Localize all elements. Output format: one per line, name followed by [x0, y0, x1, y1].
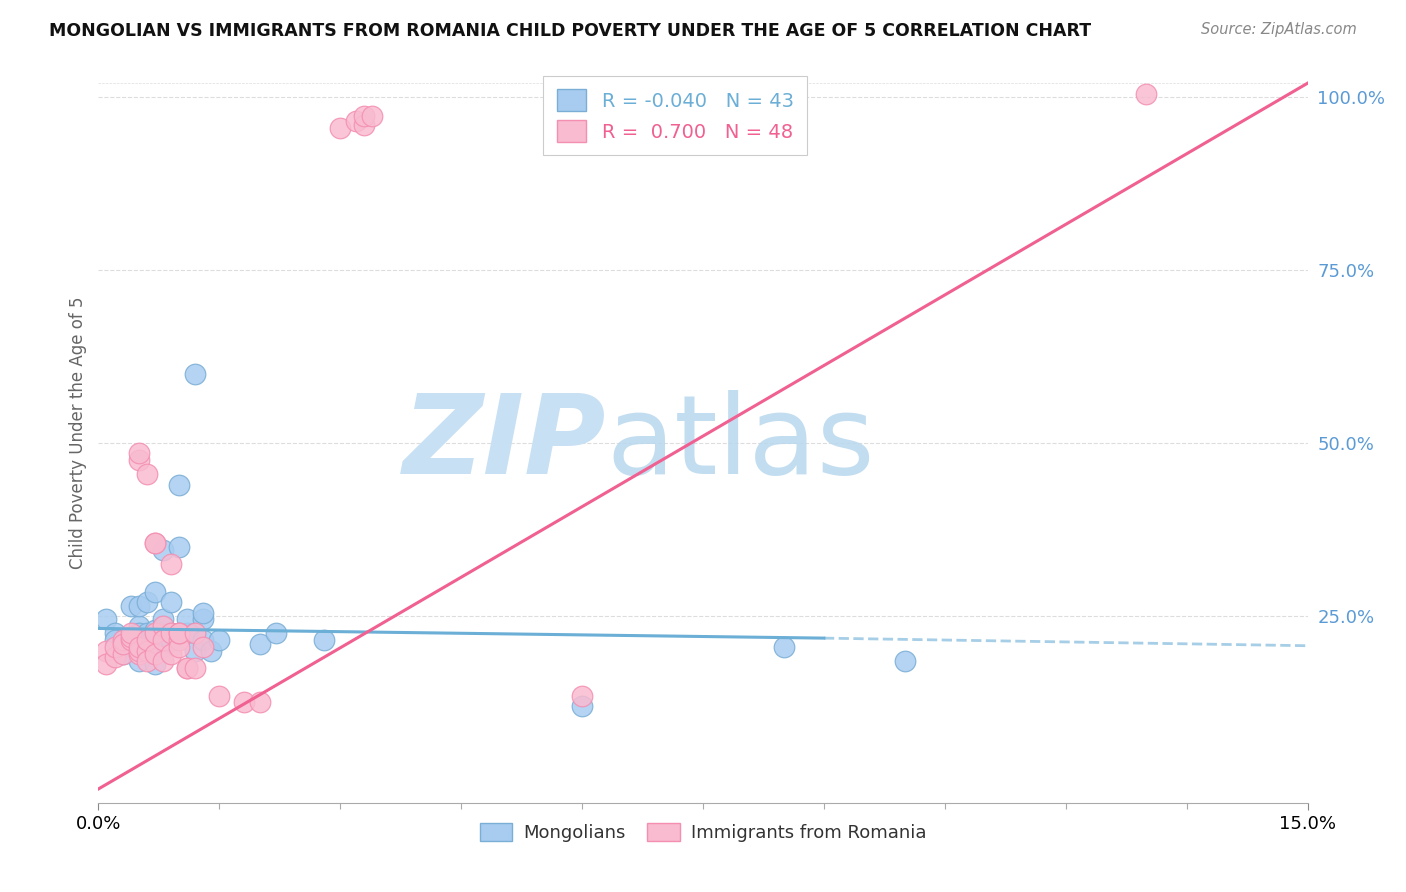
Text: ZIP: ZIP: [402, 390, 606, 497]
Point: [184, 367, 207, 381]
Point: [128, 619, 150, 633]
Point: [135, 640, 157, 654]
Point: [96, 657, 118, 672]
Point: [571, 698, 593, 713]
Point: [184, 626, 207, 640]
Point: [167, 640, 190, 654]
Point: [135, 654, 157, 668]
Point: [176, 626, 198, 640]
Point: [143, 536, 166, 550]
Point: [176, 661, 198, 675]
Point: [143, 536, 166, 550]
Point: [128, 647, 150, 661]
Point: [111, 640, 134, 654]
Point: [103, 650, 125, 665]
Point: [152, 619, 174, 633]
Point: [128, 654, 150, 668]
Point: [571, 689, 593, 703]
Text: MONGOLIAN VS IMMIGRANTS FROM ROMANIA CHILD POVERTY UNDER THE AGE OF 5 CORRELATIO: MONGOLIAN VS IMMIGRANTS FROM ROMANIA CHI…: [49, 22, 1091, 40]
Point: [167, 626, 190, 640]
Point: [193, 606, 215, 620]
Point: [361, 110, 384, 124]
Point: [152, 612, 174, 626]
Point: [152, 619, 174, 633]
Point: [772, 640, 794, 654]
Point: [160, 626, 183, 640]
Point: [152, 640, 174, 654]
Point: [314, 633, 336, 648]
Point: [167, 626, 190, 640]
Point: [160, 595, 183, 609]
Point: [103, 626, 125, 640]
Legend: Mongolians, Immigrants from Romania: Mongolians, Immigrants from Romania: [472, 815, 934, 849]
Point: [143, 657, 166, 672]
Point: [111, 647, 134, 661]
Point: [96, 643, 118, 657]
Point: [111, 637, 134, 651]
Point: [143, 647, 166, 661]
Point: [184, 661, 207, 675]
Point: [120, 633, 142, 648]
Point: [353, 118, 375, 132]
Text: atlas: atlas: [606, 390, 875, 497]
Point: [135, 467, 157, 482]
Point: [184, 626, 207, 640]
Point: [193, 640, 215, 654]
Point: [193, 633, 215, 648]
Point: [344, 114, 367, 128]
Point: [128, 640, 150, 654]
Point: [232, 696, 254, 710]
Point: [128, 643, 150, 657]
Point: [152, 633, 174, 648]
Point: [128, 453, 150, 467]
Point: [167, 540, 190, 554]
Point: [152, 543, 174, 558]
Point: [249, 637, 271, 651]
Point: [329, 121, 352, 136]
Point: [135, 643, 157, 657]
Point: [193, 612, 215, 626]
Point: [167, 626, 190, 640]
Point: [111, 633, 134, 648]
Text: Source: ZipAtlas.com: Source: ZipAtlas.com: [1201, 22, 1357, 37]
Y-axis label: Child Poverty Under the Age of 5: Child Poverty Under the Age of 5: [69, 296, 87, 569]
Point: [264, 626, 287, 640]
Point: [353, 110, 375, 124]
Point: [120, 630, 142, 644]
Point: [167, 633, 190, 648]
Point: [208, 689, 231, 703]
Point: [176, 612, 198, 626]
Point: [128, 626, 150, 640]
Point: [135, 633, 157, 648]
Point: [103, 640, 125, 654]
Point: [160, 626, 183, 640]
Point: [120, 633, 142, 648]
Point: [200, 643, 222, 657]
Point: [103, 633, 125, 648]
Point: [135, 595, 157, 609]
Point: [160, 633, 183, 648]
Point: [167, 477, 190, 491]
Point: [1135, 87, 1157, 101]
Point: [184, 643, 207, 657]
Point: [120, 599, 142, 613]
Point: [120, 626, 142, 640]
Point: [111, 647, 134, 661]
Point: [96, 612, 118, 626]
Point: [208, 633, 231, 648]
Point: [143, 626, 166, 640]
Point: [160, 647, 183, 661]
Point: [152, 654, 174, 668]
Point: [135, 626, 157, 640]
Point: [143, 584, 166, 599]
Point: [160, 557, 183, 571]
Point: [128, 599, 150, 613]
Point: [128, 446, 150, 460]
Point: [176, 661, 198, 675]
Point: [143, 623, 166, 637]
Point: [893, 654, 915, 668]
Point: [249, 696, 271, 710]
